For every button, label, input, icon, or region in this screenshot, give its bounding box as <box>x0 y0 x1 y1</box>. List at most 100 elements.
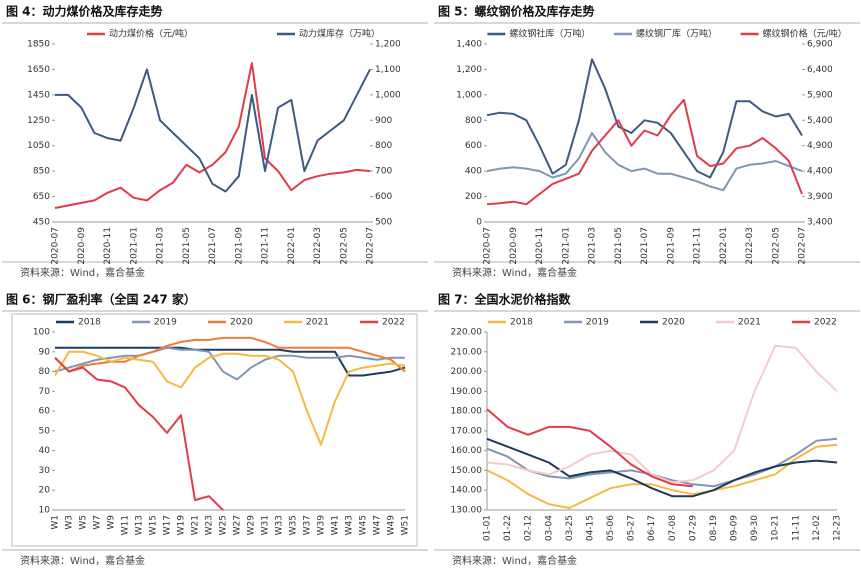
x-tick-label: W15 <box>149 515 159 535</box>
x-tick-label: 12-02 <box>812 515 822 541</box>
y-tick-label: 850 <box>33 167 50 177</box>
y-tick-label: 50 <box>39 426 51 436</box>
x-tick-label: 2020-09 <box>77 227 87 265</box>
legend-label: 螺纹钢厂库（万吨） <box>636 28 717 40</box>
x-tick-label: W35 <box>289 515 299 535</box>
y-tick-label: 220.00 <box>451 328 483 338</box>
series-line <box>486 443 838 509</box>
legend-label: 2019 <box>154 318 177 328</box>
series-line <box>486 408 693 488</box>
y-tick-label: 600 <box>465 141 482 151</box>
series-line <box>54 356 224 511</box>
legend-label: 2020 <box>230 318 253 328</box>
series-line <box>486 132 803 192</box>
x-tick-label: 2022-03 <box>745 227 755 265</box>
x-tick-label: 2020-11 <box>103 227 113 265</box>
legend-label: 2022 <box>382 318 405 328</box>
x-tick-label: 2020-09 <box>509 227 519 265</box>
y-tick-label: 5,400 <box>807 116 833 126</box>
y-tick-label: 180.00 <box>451 407 483 417</box>
x-tick-label: W45 <box>359 515 369 535</box>
y-tick-label: 450 <box>33 218 50 228</box>
y-tick-label: 1,000 <box>375 90 401 100</box>
y-tick-label: 140.00 <box>451 486 483 496</box>
y-tick-label: 700 <box>375 167 392 177</box>
y-tick-label: 1,100 <box>375 65 401 75</box>
x-tick-label: 05-27 <box>627 515 637 541</box>
x-tick-label: 2021-03 <box>156 227 166 265</box>
x-tick-label: W11 <box>121 515 131 535</box>
y-tick-label: 4,900 <box>807 141 833 151</box>
x-tick-label: 2022-05 <box>771 227 781 265</box>
x-tick-label: W39 <box>317 515 327 536</box>
x-tick-label: 2022-07 <box>366 227 376 265</box>
x-tick-label: W25 <box>219 515 229 535</box>
x-tick-label: 09-09 <box>730 515 740 541</box>
legend-label: 2022 <box>814 318 837 328</box>
x-tick-label: W47 <box>373 515 383 535</box>
x-tick-label: W43 <box>345 515 355 535</box>
y-tick-label: 1450 <box>27 90 50 100</box>
y-tick-label: 190.00 <box>451 387 483 397</box>
x-tick-label: 08-19 <box>709 515 719 541</box>
x-tick-label: 12-23 <box>833 515 843 541</box>
series-line <box>55 68 371 193</box>
y-tick-label: 90 <box>39 347 51 357</box>
legend-label: 2019 <box>586 318 609 328</box>
y-tick-label: 1,000 <box>456 90 482 100</box>
x-tick-label: 11-11 <box>791 515 801 541</box>
x-tick-label: W21 <box>191 515 201 535</box>
y-tick-label: 200 <box>465 192 482 202</box>
frame <box>11 313 418 547</box>
x-tick-label: W17 <box>163 515 173 535</box>
y-tick-label: 600 <box>375 192 392 202</box>
x-tick-label: 07-29 <box>688 515 698 541</box>
y-tick-label: 0 <box>476 218 482 228</box>
y-tick-label: 500 <box>375 218 392 228</box>
y-tick-label: 210.00 <box>451 347 483 357</box>
x-tick-label: W41 <box>331 515 341 535</box>
x-tick-label: 2021-01 <box>129 227 139 265</box>
y-tick-label: 80 <box>39 367 51 377</box>
x-tick-label: W37 <box>303 515 313 535</box>
x-tick-label: 04-15 <box>585 515 595 541</box>
x-tick-label: 02-12 <box>524 515 534 541</box>
x-tick-label: 2021-03 <box>588 227 598 265</box>
source: 资料来源：Wind，嘉合基金 <box>20 266 145 279</box>
x-tick-label: W31 <box>261 515 271 535</box>
y-tick-label: 200.00 <box>451 367 483 377</box>
series-line <box>486 58 803 179</box>
y-tick-label: 1,200 <box>456 65 482 75</box>
y-tick-label: 6,400 <box>807 65 833 75</box>
y-tick-label: 70 <box>39 387 51 397</box>
x-tick-label: 2021-11 <box>261 227 271 265</box>
series-line <box>486 98 803 206</box>
x-tick-label: W3 <box>65 515 75 530</box>
x-tick-label: 03-25 <box>565 515 575 541</box>
y-tick-label: 800 <box>465 116 482 126</box>
y-tick-label: 40 <box>39 446 51 456</box>
y-tick-label: 800 <box>375 141 392 151</box>
x-tick-label: W19 <box>177 515 187 536</box>
y-tick-label: 6,900 <box>807 40 833 50</box>
x-tick-label: 01-22 <box>503 515 513 541</box>
chart-title: 图 6：钢厂盈利率（全国 247 家） <box>6 292 196 307</box>
chart-title: 图 7：全国水泥价格指数 <box>438 292 572 307</box>
y-tick-label: 10 <box>39 506 51 516</box>
y-tick-label: 4,400 <box>807 167 833 177</box>
chart-title: 图 5：螺纹钢价格及库存走势 <box>438 4 595 19</box>
x-tick-label: 05-06 <box>606 515 616 541</box>
x-tick-label: W49 <box>387 515 397 536</box>
x-tick-label: 09-30 <box>750 515 760 541</box>
x-tick-label: W9 <box>107 515 117 530</box>
y-tick-label: 3,400 <box>807 218 833 228</box>
legend-label: 2018 <box>510 318 533 328</box>
x-tick-label: 2022-03 <box>313 227 323 265</box>
y-tick-label: 170.00 <box>451 426 483 436</box>
x-tick-label: 2021-11 <box>693 227 703 265</box>
y-tick-label: 100 <box>33 328 50 338</box>
y-tick-label: 160.00 <box>451 446 483 456</box>
series-line <box>54 62 371 209</box>
y-tick-label: 1,200 <box>375 40 401 50</box>
chart-title: 图 4：动力煤价格及库存走势 <box>6 4 163 19</box>
